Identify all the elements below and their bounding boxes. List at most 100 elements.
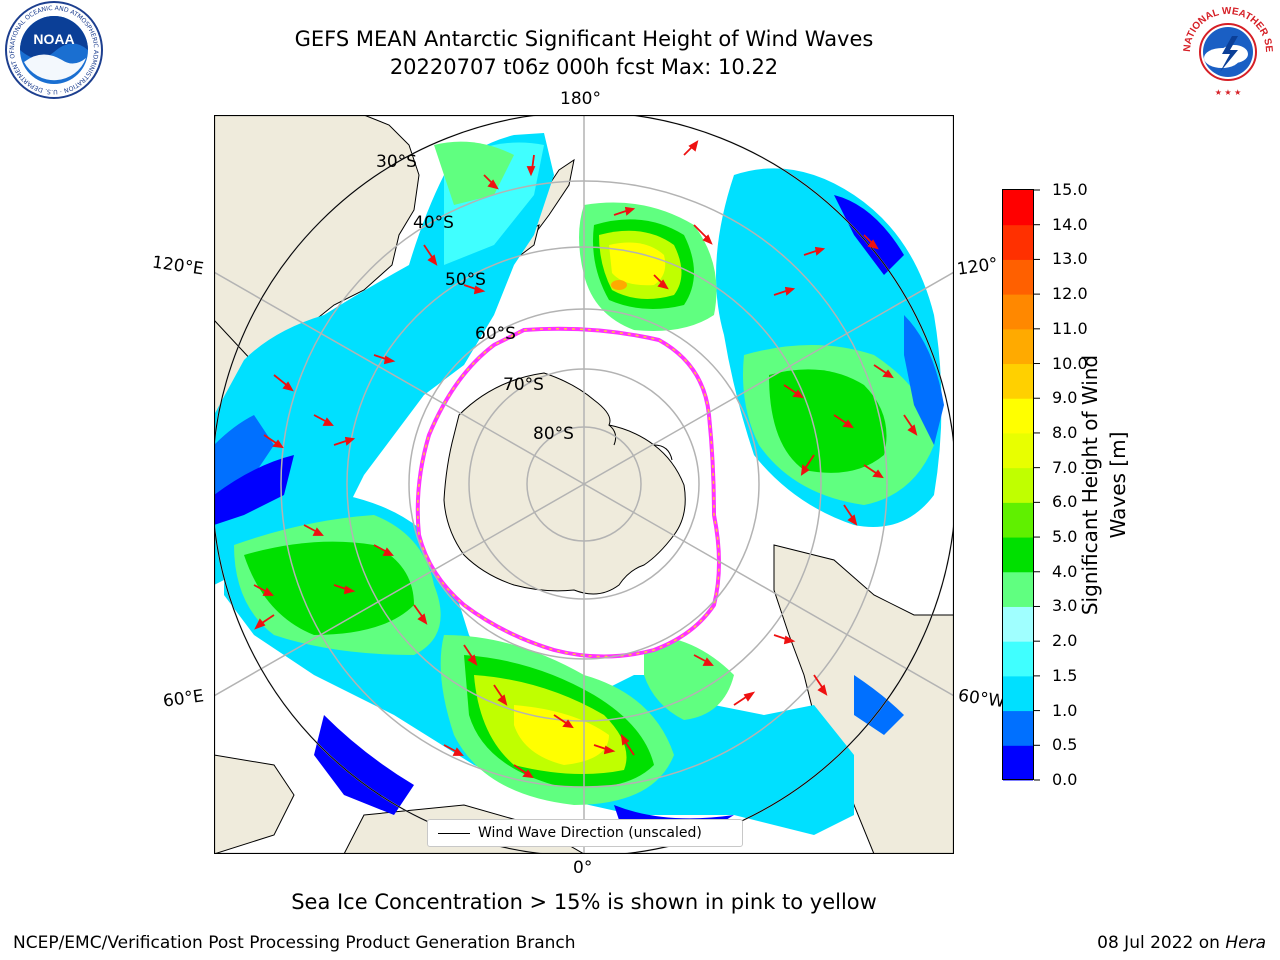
- lat-label-40s: 40°S: [413, 213, 454, 233]
- arrow: [773, 286, 796, 296]
- lon-label-right-lower: 60°W: [956, 685, 1007, 713]
- lon-label-bottom: 0°: [573, 858, 593, 878]
- arrow: [783, 384, 804, 399]
- arrow: [800, 454, 815, 476]
- colorbar-tick-label: 9.0: [1052, 388, 1078, 408]
- colorbar-tick-label: 5.0: [1052, 527, 1078, 547]
- arrow: [273, 374, 294, 392]
- colorbar: [1002, 189, 1040, 781]
- arrow: [463, 644, 478, 666]
- colorbar-segment: [1003, 675, 1033, 712]
- lon-label-left-lower: 60°E: [161, 686, 206, 712]
- arrow: [833, 414, 854, 429]
- lon-label-left-upper: 120°E: [150, 252, 205, 280]
- arrow: [483, 174, 499, 190]
- colorbar-tick-label: 14.0: [1052, 214, 1088, 234]
- colorbar-tick-label: 7.0: [1052, 457, 1078, 477]
- colorbar-tick-label: 6.0: [1052, 492, 1078, 512]
- arrow: [373, 354, 396, 365]
- svg-text:★ ★ ★: ★ ★ ★: [1215, 88, 1242, 97]
- arrow: [493, 684, 508, 706]
- colorbar-tick-label: 12.0: [1052, 284, 1088, 304]
- arrow: [903, 414, 918, 436]
- arrow: [620, 733, 635, 756]
- arrow: [443, 744, 464, 756]
- noaa-logo-text: NOAA: [33, 31, 74, 47]
- arrow: [263, 434, 284, 449]
- arrow: [863, 464, 884, 479]
- lon-label-right-upper: 120°: [955, 254, 1000, 280]
- arrow: [513, 764, 534, 779]
- colorbar-segment: [1003, 190, 1033, 226]
- sea-ice-note: Sea Ice Concentration > 15% is shown in …: [291, 890, 877, 914]
- lat-label-60s: 60°S: [475, 324, 516, 344]
- colorbar-tick-label: 1.0: [1052, 700, 1078, 720]
- footer-right: 08 Jul 2022 on Hera: [1097, 933, 1266, 953]
- arrow: [373, 544, 394, 556]
- colorbar-tick-label: 10.0: [1052, 353, 1088, 373]
- map-legend: Wind Wave Direction (unscaled): [427, 819, 743, 847]
- colorbar-tick-label: 15.0: [1052, 180, 1088, 199]
- arrow: [613, 206, 636, 216]
- graticule: [214, 115, 954, 854]
- colorbar-tick-label: 1.5: [1052, 665, 1078, 685]
- colorbar-segment: [1003, 432, 1033, 469]
- arrow: [653, 274, 669, 290]
- colorbar-segment: [1003, 224, 1033, 260]
- arrow: [526, 154, 536, 177]
- lon-label-top: 180°: [560, 89, 601, 109]
- footer-host: Hera: [1225, 933, 1266, 953]
- chart-subtitle-run: 20220707 t06z 000h fcst Max: 10.22: [389, 55, 779, 79]
- arrow: [593, 744, 616, 755]
- footer-left: NCEP/EMC/Verification Post Processing Pr…: [13, 933, 576, 953]
- lat-label-80s: 80°S: [533, 424, 574, 444]
- colorbar-tick-label: 2.0: [1052, 631, 1078, 651]
- colorbar-tick-label: 0.5: [1052, 735, 1078, 755]
- colorbar-segment: [1003, 571, 1033, 607]
- arrow: [333, 584, 356, 595]
- colorbar-segment: [1003, 502, 1033, 538]
- polar-map: [214, 115, 954, 854]
- colorbar-segment: [1003, 328, 1033, 365]
- arrow: [773, 634, 796, 645]
- arrow: [333, 436, 356, 446]
- footer-date: 08 Jul 2022 on: [1097, 933, 1226, 953]
- noaa-logo: NATIONAL OCEANIC AND ATMOSPHERIC ADMINIS…: [2, 0, 103, 99]
- arrow: [683, 140, 699, 156]
- colorbar-segment: [1003, 710, 1033, 746]
- colorbar-tick-label: 3.0: [1052, 596, 1078, 616]
- arrow: [803, 246, 826, 256]
- nws-logo: NATIONAL WEATHER SERVICE ★ ★ ★: [1176, 0, 1275, 99]
- arrow: [873, 364, 894, 379]
- arrow: [463, 284, 486, 295]
- colorbar-segment: [1003, 467, 1033, 503]
- antarctica-land: [443, 372, 686, 595]
- arrow: [693, 654, 714, 666]
- lat-label-30s: 30°S: [376, 152, 417, 172]
- colorbar-tick-label: 11.0: [1052, 318, 1088, 338]
- colorbar-tick-label: 4.0: [1052, 561, 1078, 581]
- colorbar-segment: [1003, 606, 1033, 642]
- colorbar-label: Significant Height of Wind Waves [m]: [1078, 354, 1130, 616]
- chart-title: GEFS MEAN Antarctic Significant Height o…: [294, 27, 874, 51]
- arrow: [313, 414, 334, 426]
- colorbar-segment: [1003, 294, 1033, 330]
- arrow: [254, 614, 275, 630]
- colorbar-segment: [1003, 363, 1033, 399]
- arrow: [423, 244, 438, 266]
- lat-label-70s: 70°S: [503, 375, 544, 395]
- arrow: [553, 714, 574, 729]
- arrow: [813, 674, 828, 696]
- legend-text: Wind Wave Direction (unscaled): [478, 825, 702, 841]
- arrow: [693, 224, 713, 245]
- arrow: [413, 604, 428, 625]
- colorbar-tick-label: 8.0: [1052, 422, 1078, 442]
- colorbar-segment: [1003, 641, 1033, 677]
- lat-label-50s: 50°S: [445, 270, 486, 290]
- colorbar-segment: [1003, 259, 1033, 295]
- colorbar-segment: [1003, 398, 1033, 434]
- colorbar-tick-label: 13.0: [1052, 249, 1088, 269]
- arrow: [733, 691, 756, 706]
- colorbar-segment: [1003, 745, 1033, 781]
- legend-line-icon: [438, 832, 470, 834]
